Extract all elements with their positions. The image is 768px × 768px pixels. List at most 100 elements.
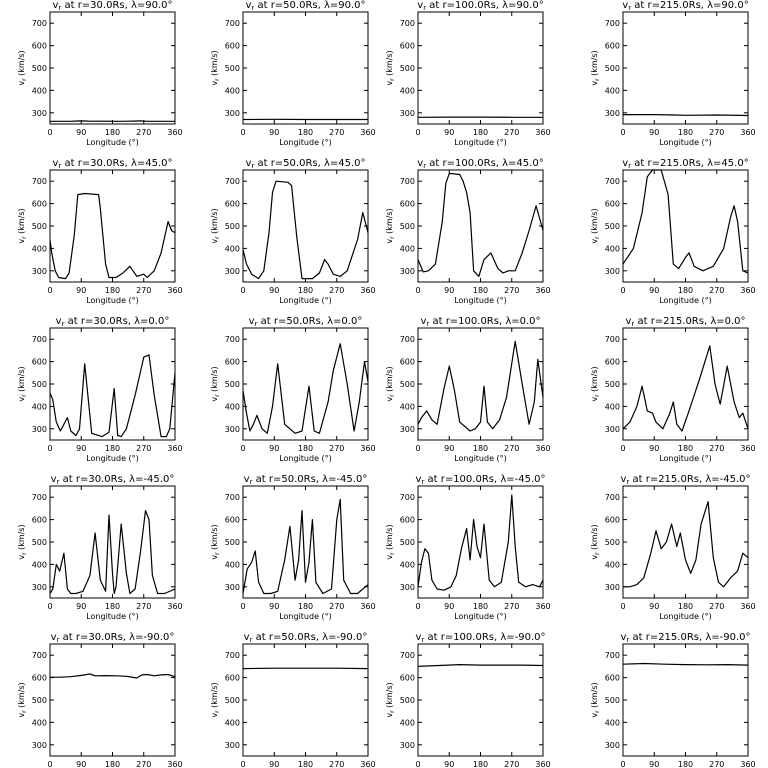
chart-title: vr at r=30.0Rs, λ=-45.0° <box>51 474 175 486</box>
series-line <box>49 510 176 595</box>
y-tick-label: 600 <box>400 200 415 209</box>
chart-title-sub: r <box>255 320 258 328</box>
x-tick-label: 360 <box>740 444 755 453</box>
y-tick-label: 700 <box>400 493 415 502</box>
chart-title-main: v <box>620 474 626 485</box>
x-tick-label: 180 <box>298 760 313 768</box>
y-tick-label: 400 <box>225 244 240 253</box>
chart-title-sub: r <box>626 636 629 644</box>
y-axis-label-main: v <box>210 713 219 718</box>
chart-panel: vr at r=215.0Rs, λ=45.0°0 90 180 270 3603004… <box>590 158 756 305</box>
chart-title-main: v <box>620 632 626 643</box>
x-tick-label: 270 <box>709 760 724 768</box>
y-axis-label: vr (km/s) <box>590 50 601 85</box>
y-tick-label: 400 <box>605 560 620 569</box>
y-tick-label: 300 <box>400 267 415 276</box>
y-axis-label-main: v <box>210 239 219 244</box>
x-tick-label: 90 <box>649 760 659 768</box>
x-tick-label: 360 <box>535 128 550 137</box>
x-tick-label: 360 <box>167 286 182 295</box>
y-axis-label-unit: (km/s) <box>17 208 26 236</box>
chart-panel: vr at r=30.0Rs, λ=45.0°0 90 180 270 36030040… <box>17 158 183 305</box>
y-tick-label: 300 <box>400 425 415 434</box>
chart-title-main: v <box>625 316 631 327</box>
y-tick-label: 600 <box>225 358 240 367</box>
chart-title-sub: r <box>426 320 429 328</box>
chart-title: vr at r=215.0Rs, λ=45.0° <box>622 158 748 170</box>
y-tick-label: 400 <box>225 402 240 411</box>
y-tick-label: 700 <box>32 19 47 28</box>
chart-panel: vr at r=215.0Rs, λ=0.0°0 90 180 270 36030040… <box>590 316 756 463</box>
y-tick-label: 600 <box>225 674 240 683</box>
y-axis-label-main: v <box>385 555 394 560</box>
x-axis-label: Longitude (°) <box>454 296 507 305</box>
x-tick-label: 360 <box>740 128 755 137</box>
chart-title-main: v <box>56 316 62 327</box>
plot-frame <box>622 643 749 757</box>
x-tick-label: 90 <box>269 444 279 453</box>
y-axis-label-unit: (km/s) <box>385 524 394 552</box>
y-tick-label: 600 <box>225 516 240 525</box>
x-tick-label: 180 <box>298 286 313 295</box>
x-tick-label: 0 <box>620 128 625 137</box>
y-axis-label-main: v <box>385 397 394 402</box>
x-axis-label: Longitude (°) <box>659 454 712 463</box>
y-tick-label: 500 <box>225 222 240 231</box>
y-axis-label-sub: r <box>594 394 601 397</box>
x-tick-label: 0 <box>415 286 420 295</box>
y-axis-label-unit: (km/s) <box>210 524 219 552</box>
series-line <box>417 172 544 277</box>
chart-title-main: v <box>244 632 250 643</box>
series-line <box>417 663 544 667</box>
chart-title: vr at r=30.0Rs, λ=0.0° <box>56 316 170 328</box>
x-tick-label: 360 <box>167 602 182 611</box>
y-axis-label-main: v <box>210 81 219 86</box>
chart-title-rest: at r=215.0Rs, λ=-45.0° <box>629 474 750 485</box>
chart-title-rest: at r=30.0Rs, λ=-45.0° <box>59 474 174 485</box>
x-tick-label: 0 <box>240 444 245 453</box>
y-tick-label: 500 <box>605 380 620 389</box>
y-axis-label-unit: (km/s) <box>590 524 599 552</box>
y-tick-label: 300 <box>32 109 47 118</box>
x-tick-label: 90 <box>269 286 279 295</box>
y-tick-label: 600 <box>225 42 240 51</box>
x-tick-label: 180 <box>473 760 488 768</box>
x-tick-label: 180 <box>473 128 488 137</box>
x-tick-label: 270 <box>136 602 151 611</box>
chart-title-sub: r <box>250 636 253 644</box>
y-axis-label-sub: r <box>21 394 28 397</box>
chart-title-rest: at r=215.0Rs, λ=-90.0° <box>629 632 750 643</box>
plot-frame <box>417 11 544 125</box>
y-axis-label-main: v <box>385 713 394 718</box>
x-tick-label: 270 <box>136 444 151 453</box>
x-axis-label: Longitude (°) <box>86 138 139 147</box>
y-tick-label: 500 <box>400 696 415 705</box>
y-tick-label: 500 <box>32 696 47 705</box>
chart-title: vr at r=50.0Rs, λ=0.0° <box>249 316 363 328</box>
chart-title: vr at r=50.0Rs, λ=90.0° <box>245 0 365 12</box>
x-tick-label: 180 <box>678 760 693 768</box>
y-tick-label: 500 <box>225 64 240 73</box>
chart-panel: vr at r=50.0Rs, λ=45.0°0 90 180 270 36030040… <box>210 158 376 305</box>
y-axis-label-main: v <box>17 555 26 560</box>
y-tick-label: 400 <box>605 86 620 95</box>
y-tick-label: 300 <box>225 741 240 750</box>
y-axis-label-sub: r <box>594 552 601 555</box>
plot-frame <box>49 11 176 125</box>
y-axis-label-main: v <box>590 81 599 86</box>
y-tick-label: 300 <box>32 267 47 276</box>
x-tick-label: 0 <box>47 760 52 768</box>
y-axis-label: vr (km/s) <box>590 524 601 559</box>
y-tick-label: 600 <box>400 516 415 525</box>
y-tick-label: 500 <box>400 64 415 73</box>
x-tick-label: 90 <box>76 760 86 768</box>
y-tick-label: 300 <box>225 267 240 276</box>
chart-title-rest: at r=215.0Rs, λ=45.0° <box>631 158 749 169</box>
y-axis-label: vr (km/s) <box>210 524 221 559</box>
x-tick-label: 0 <box>415 128 420 137</box>
chart-title-main: v <box>51 474 57 485</box>
y-axis-label: vr (km/s) <box>385 208 396 243</box>
chart-title-main: v <box>415 474 421 485</box>
y-axis-label-sub: r <box>214 394 221 397</box>
x-tick-label: 270 <box>504 128 519 137</box>
